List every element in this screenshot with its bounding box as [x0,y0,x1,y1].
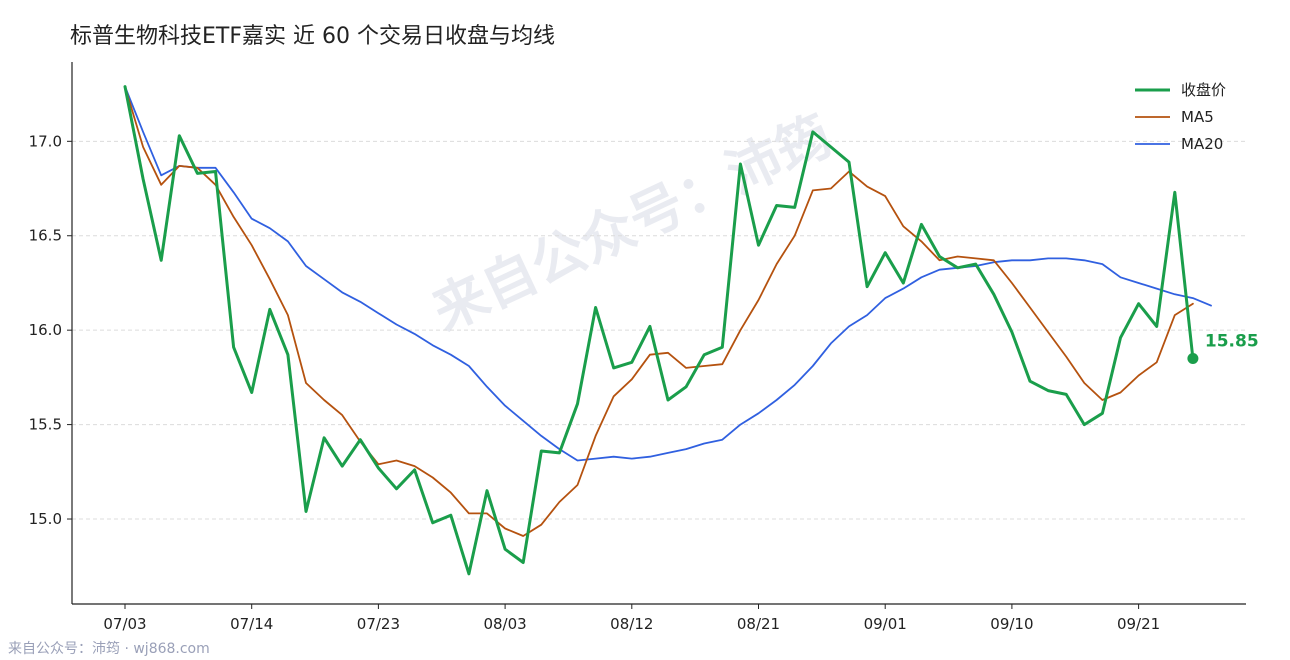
y-tick-label: 15.0 [29,510,62,528]
x-tick-label: 09/10 [990,615,1033,633]
close-price-line [123,85,1195,576]
axes: 15.0 15.5 16.0 16.5 17.0 07/03 07/14 07/23 08/03… [29,62,1246,633]
ma5-line [124,85,1194,537]
diagonal-watermark-text: 来自公众号：沛筠 [423,103,841,343]
y-tick-label: 15.5 [29,416,62,434]
legend-label-ma5: MA5 [1181,108,1214,126]
x-tick-label: 07/14 [230,615,273,633]
chart-title: 标普生物科技ETF嘉实 近 60 个交易日收盘与均线 [70,24,555,49]
legend-label-close-price: 收盘价 [1181,81,1226,99]
x-tick-label: 09/21 [1117,615,1160,633]
x-tick-label: 09/01 [864,615,907,633]
y-tick-label: 16.0 [29,321,62,339]
legend-label-ma20: MA20 [1181,135,1223,153]
series-area: 15.85 [123,85,1259,576]
watermark: 来自公众号：沛筠 [423,103,841,343]
footer-watermark: 来自公众号：沛筠 · wj868.com [8,641,210,657]
x-tick-label: 08/12 [610,615,653,633]
ma20-line [124,85,1212,462]
legend: 收盘价 MA5 MA20 [1135,81,1226,153]
x-tick-label: 07/23 [357,615,400,633]
y-tick-label: 17.0 [29,132,62,150]
x-tick-label: 07/03 [103,615,146,633]
last-close-label: 15.85 [1205,331,1259,351]
last-close-marker [1187,352,1199,364]
x-tick-label: 08/03 [483,615,526,633]
x-tick-label: 08/21 [737,615,780,633]
y-tick-label: 16.5 [29,227,62,245]
